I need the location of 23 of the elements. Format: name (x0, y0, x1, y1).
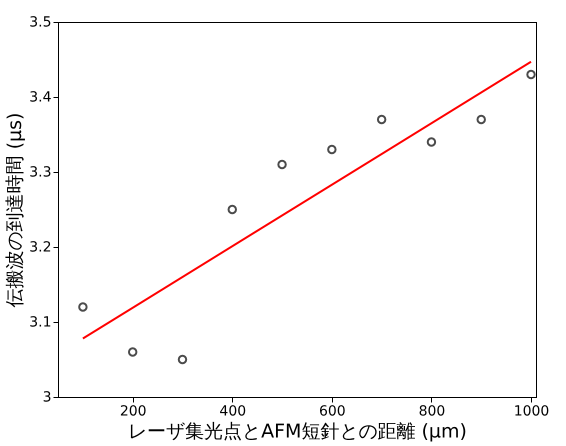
y-tick-label: 3.2 (29, 240, 52, 256)
x-tick-label: 800 (418, 404, 446, 420)
y-axis-title: 伝搬波の到達時間 (μs) (4, 112, 26, 308)
point (476, 114, 486, 124)
y-tick-label: 3.5 (29, 14, 52, 30)
point (277, 160, 287, 170)
point (78, 302, 88, 312)
point (526, 70, 536, 80)
x-tick-label: 600 (318, 404, 346, 420)
x-tick-label: 200 (120, 404, 147, 420)
point (228, 204, 237, 214)
x-axis-title: レーザ集光点とAFM短針との距離 (μm) (128, 420, 467, 442)
point (128, 347, 138, 357)
x-tick-label: 400 (219, 404, 246, 420)
point (376, 114, 386, 124)
point (426, 137, 436, 147)
y-tick-label: 3.4 (29, 90, 52, 106)
y-tick-label: 3 (42, 390, 52, 406)
point (327, 144, 337, 154)
point (178, 354, 188, 364)
y-tick-label: 3.3 (29, 164, 52, 180)
x-tick-label: 1000 (514, 404, 550, 420)
y-tick-label: 3.1 (29, 314, 52, 330)
